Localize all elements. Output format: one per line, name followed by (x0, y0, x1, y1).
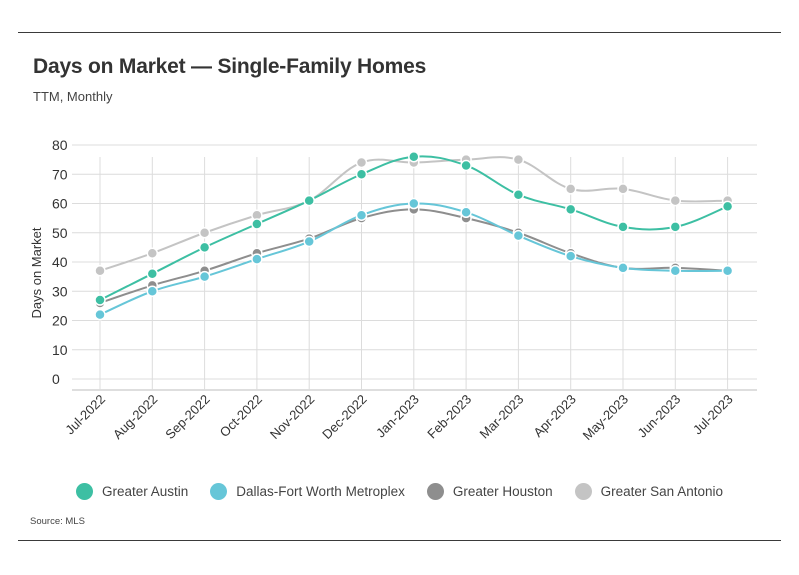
data-point (512, 229, 525, 242)
x-tick-label: Aug-2022 (110, 392, 160, 442)
data-point (669, 194, 682, 207)
legend-label: Dallas-Fort Worth Metroplex (236, 484, 405, 499)
x-tick-label: Jul-2022 (62, 392, 108, 438)
data-point (251, 253, 263, 265)
y-tick-label: 20 (52, 313, 68, 329)
x-tick-label: Sep-2022 (162, 392, 212, 442)
data-point (94, 294, 106, 306)
data-point (617, 221, 629, 233)
x-tick-label: Jul-2023 (690, 392, 736, 438)
bottom-rule (18, 540, 781, 541)
data-point (564, 203, 577, 216)
data-point (408, 197, 420, 210)
x-tick-label: Jun-2023 (634, 392, 683, 441)
x-tick-label: Dec-2022 (319, 392, 369, 442)
y-tick-label: 50 (52, 225, 68, 241)
data-point (617, 183, 629, 195)
x-tick-label: Feb-2023 (424, 392, 474, 442)
data-point (512, 153, 525, 166)
x-tick-label: Mar-2023 (477, 392, 527, 442)
legend-item: Greater San Antonio (574, 483, 723, 500)
legend-swatch (426, 483, 444, 500)
data-point (146, 247, 159, 259)
data-point (564, 183, 577, 195)
top-rule (18, 32, 781, 33)
y-tick-label: 40 (52, 254, 68, 270)
y-tick-label: 10 (52, 342, 68, 358)
data-point (355, 209, 368, 221)
data-point (198, 241, 211, 254)
data-point (669, 221, 682, 233)
data-point (146, 285, 159, 297)
chart-legend: Greater Austin Dallas-Fort Worth Metrople… (0, 483, 799, 500)
data-point (198, 227, 211, 239)
legend-swatch (574, 483, 592, 500)
data-point (564, 250, 577, 262)
legend-item: Greater Austin (76, 483, 188, 500)
data-point (460, 159, 472, 172)
y-axis-label: Days on Market (29, 227, 44, 318)
y-tick-label: 70 (52, 166, 68, 182)
source-note: Source: MLS (30, 516, 85, 527)
y-tick-label: 30 (52, 283, 68, 299)
data-point (408, 150, 420, 163)
legend-item: Dallas-Fort Worth Metroplex (210, 483, 405, 500)
x-tick-label: May-2023 (580, 392, 631, 443)
data-point (198, 270, 211, 283)
data-point (721, 265, 734, 277)
data-point (617, 262, 629, 274)
legend-label: Greater Austin (102, 484, 189, 499)
data-point (146, 267, 159, 280)
chart-title: Days on Market — Single-Family Homes (33, 55, 427, 78)
x-tick-label: Apr-2023 (530, 392, 578, 440)
x-tick-label: Oct-2022 (217, 392, 265, 440)
legend-item: Greater Houston (426, 483, 553, 500)
legend-swatch (210, 483, 228, 500)
data-point (355, 156, 368, 169)
legend-label: Greater San Antonio (600, 484, 723, 499)
x-tick-label: Nov-2022 (267, 392, 317, 442)
data-point (94, 265, 106, 277)
legend-swatch (76, 483, 93, 500)
y-tick-label: 0 (52, 371, 60, 387)
chart-subtitle: TTM, Monthly (33, 89, 113, 104)
data-point (251, 218, 263, 230)
data-point (669, 265, 682, 277)
y-tick-label: 80 (52, 137, 68, 153)
data-point (303, 235, 315, 248)
data-point (303, 194, 315, 207)
y-tick-label: 60 (52, 196, 68, 212)
data-point (721, 200, 734, 213)
x-tick-label: Jan-2023 (373, 392, 422, 441)
data-point (512, 188, 525, 201)
data-point (460, 206, 472, 219)
legend-label: Greater Houston (452, 484, 553, 499)
data-point (94, 308, 106, 321)
data-point (355, 168, 368, 180)
